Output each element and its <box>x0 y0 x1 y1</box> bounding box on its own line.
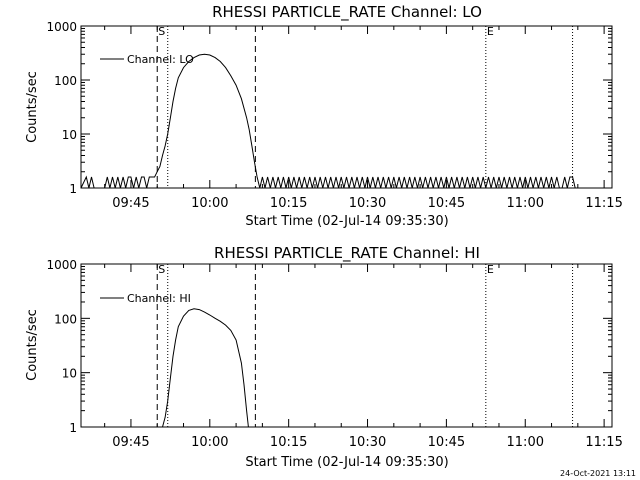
x-tick-label: 10:15 <box>270 435 307 450</box>
y-tick-label: 1000 <box>46 258 77 272</box>
panel-lo-y-ticks: 1 10 100 1000 <box>46 20 612 196</box>
panel-lo-ylabel: Counts/sec <box>25 71 40 143</box>
panel-lo-legend-label: Channel: LO <box>127 53 194 66</box>
y-tick-label: 1 <box>69 182 77 196</box>
x-tick-label: 11:00 <box>507 196 544 211</box>
x-tick-label: 09:45 <box>112 196 149 211</box>
y-tick-label: 100 <box>54 74 77 88</box>
event-marker-label: E <box>487 25 494 38</box>
panel-lo-title: RHESSI PARTICLE_RATE Channel: LO <box>212 3 482 22</box>
timestamp-stamp: 24-Oct-2021 13:11 <box>560 469 636 478</box>
panel-lo-x-ticks: 09:45 10:00 10:15 10:30 10:45 11:00 11:15 <box>104 26 623 211</box>
x-tick-label: 11:00 <box>507 435 544 450</box>
y-tick-label: 1000 <box>46 20 77 34</box>
x-tick-label: 10:45 <box>428 435 465 450</box>
x-tick-label: 10:45 <box>428 196 465 211</box>
x-tick-label: 09:45 <box>112 435 149 450</box>
panel-hi-y-ticks: 1 10 100 1000 <box>46 258 612 435</box>
x-tick-label: 10:15 <box>270 196 307 211</box>
x-tick-label: 10:00 <box>191 196 228 211</box>
panel-hi-frame <box>80 263 613 428</box>
x-tick-label: 11:15 <box>585 196 622 211</box>
panel-lo-frame <box>80 25 613 189</box>
panel-hi-title: RHESSI PARTICLE_RATE Channel: HI <box>214 244 480 263</box>
y-tick-label: 100 <box>54 312 77 326</box>
panel-lo-series-line <box>80 53 576 189</box>
x-tick-label: 11:15 <box>585 435 622 450</box>
y-tick-label: 10 <box>62 367 77 381</box>
panel-lo-xlabel: Start Time (02-Jul-14 09:35:30) <box>245 214 448 229</box>
panel-hi-legend-label: Channel: HI <box>127 292 191 305</box>
panel-hi-xlabel: Start Time (02-Jul-14 09:35:30) <box>245 455 448 470</box>
x-tick-label: 10:00 <box>191 435 228 450</box>
event-marker-label: E <box>487 263 494 276</box>
panel-hi-series-line <box>162 308 249 428</box>
panel-lo: RHESSI PARTICLE_RATE Channel: LO 1101001… <box>25 3 623 229</box>
panel-hi-ylabel: Counts/sec <box>25 309 40 381</box>
panel-hi-x-ticks: 09:45 10:00 10:15 10:30 10:45 11:00 11:15 <box>104 264 623 450</box>
panel-hi: RHESSI PARTICLE_RATE Channel: HI 1101001… <box>25 244 623 470</box>
x-tick-label: 10:30 <box>349 196 386 211</box>
x-tick-label: 10:30 <box>349 435 386 450</box>
y-tick-label: 10 <box>62 128 77 142</box>
event-marker-label: S <box>158 25 165 38</box>
y-tick-label: 1 <box>69 421 77 435</box>
event-marker-label: S <box>158 263 165 276</box>
